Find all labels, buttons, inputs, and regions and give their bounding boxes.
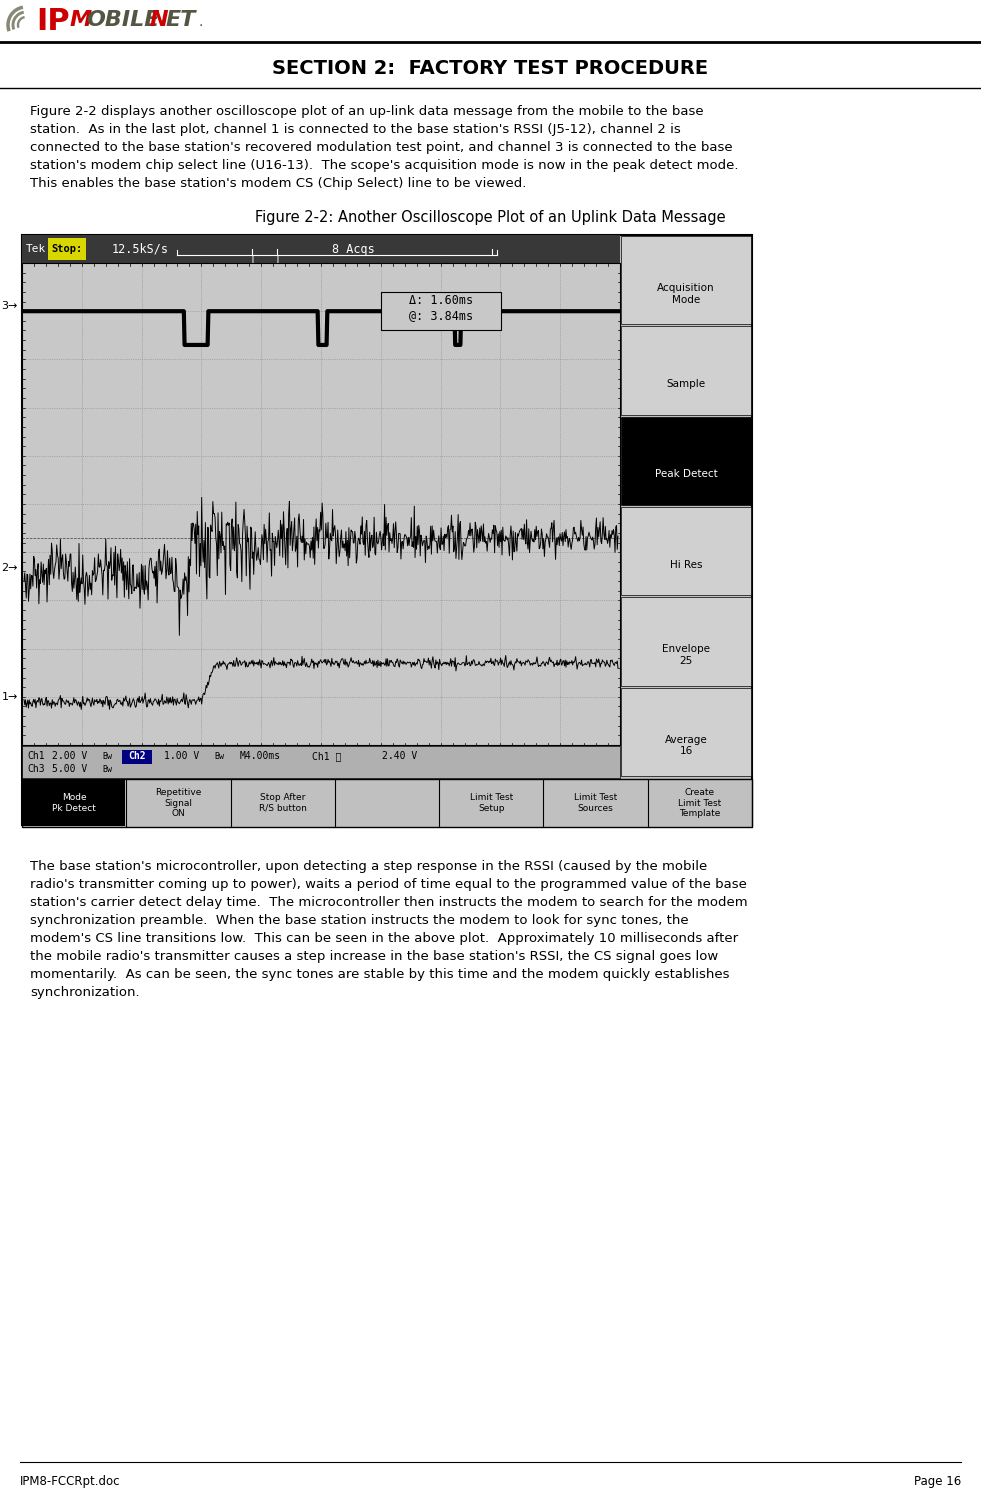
Bar xyxy=(621,597,751,686)
Text: Average
16: Average 16 xyxy=(664,735,707,756)
Bar xyxy=(23,780,126,826)
Text: .: . xyxy=(199,15,203,28)
Text: 1.00 V: 1.00 V xyxy=(164,752,199,760)
Text: T: T xyxy=(274,255,280,266)
Text: 2.00 V: 2.00 V xyxy=(52,752,87,760)
Text: momentarily.  As can be seen, the sync tones are stable by this time and the mod: momentarily. As can be seen, the sync to… xyxy=(30,968,730,981)
Text: 1→: 1→ xyxy=(2,692,18,702)
Text: IPM8-FCCRpt.doc: IPM8-FCCRpt.doc xyxy=(20,1474,121,1488)
Text: Hi Res: Hi Res xyxy=(670,560,702,570)
Bar xyxy=(48,238,86,260)
Text: Repetitive
Signal
ON: Repetitive Signal ON xyxy=(155,788,202,818)
Text: 8 Acqs: 8 Acqs xyxy=(332,243,375,255)
Bar xyxy=(122,750,152,764)
Text: The base station's microcontroller, upon detecting a step response in the RSSI (: The base station's microcontroller, upon… xyxy=(30,859,707,873)
Text: 2.40 V: 2.40 V xyxy=(382,752,417,760)
Text: This enables the base station's modem CS (Chip Select) line to be viewed.: This enables the base station's modem CS… xyxy=(30,177,527,190)
Bar xyxy=(22,236,620,262)
Text: Bw: Bw xyxy=(102,765,112,774)
Text: Limit Test
Setup: Limit Test Setup xyxy=(470,794,513,813)
Bar xyxy=(22,236,752,825)
Text: 2→: 2→ xyxy=(2,562,18,573)
Bar xyxy=(621,417,751,506)
Text: Δ: 1.60ms
@: 3.84ms: Δ: 1.60ms @: 3.84ms xyxy=(409,294,473,322)
Text: 3→: 3→ xyxy=(2,302,18,310)
Text: Limit Test
Sources: Limit Test Sources xyxy=(574,794,617,813)
Text: Envelope
25: Envelope 25 xyxy=(662,645,710,666)
Bar xyxy=(22,778,752,826)
Text: Figure 2-2 displays another oscilloscope plot of an up-link data message from th: Figure 2-2 displays another oscilloscope… xyxy=(30,105,703,118)
Text: SECTION 2:  FACTORY TEST PROCEDURE: SECTION 2: FACTORY TEST PROCEDURE xyxy=(272,58,708,78)
Text: station.  As in the last plot, channel 1 is connected to the base station's RSSI: station. As in the last plot, channel 1 … xyxy=(30,123,681,136)
Bar xyxy=(22,262,620,746)
Text: Page 16: Page 16 xyxy=(913,1474,961,1488)
Bar xyxy=(621,507,751,596)
Text: M: M xyxy=(70,10,92,30)
Text: M4.00ms: M4.00ms xyxy=(240,752,282,760)
Text: Ch3: Ch3 xyxy=(27,764,44,774)
Bar xyxy=(621,236,751,324)
Text: 5.00 V: 5.00 V xyxy=(52,764,87,774)
Text: T: T xyxy=(249,255,255,266)
Bar xyxy=(381,292,500,330)
Text: station's modem chip select line (U16-13).  The scope's acquisition mode is now : station's modem chip select line (U16-13… xyxy=(30,159,739,172)
Text: synchronization.: synchronization. xyxy=(30,986,139,999)
Bar xyxy=(22,746,620,778)
Text: OBILE: OBILE xyxy=(86,10,160,30)
Text: Mode
Pk Detect: Mode Pk Detect xyxy=(52,794,96,813)
Text: synchronization preamble.  When the base station instructs the modem to look for: synchronization preamble. When the base … xyxy=(30,914,689,927)
Text: Stop After
R/S button: Stop After R/S button xyxy=(259,794,307,813)
Text: Sample: Sample xyxy=(666,380,705,388)
Text: radio's transmitter coming up to power), waits a period of time equal to the pro: radio's transmitter coming up to power),… xyxy=(30,878,747,891)
Text: connected to the base station's recovered modulation test point, and channel 3 i: connected to the base station's recovere… xyxy=(30,141,733,154)
Text: the mobile radio's transmitter causes a step increase in the base station's RSSI: the mobile radio's transmitter causes a … xyxy=(30,950,718,963)
Text: Create
Limit Test
Template: Create Limit Test Template xyxy=(678,788,721,818)
Text: station's carrier detect delay time.  The microcontroller then instructs the mod: station's carrier detect delay time. The… xyxy=(30,896,748,909)
Text: 12.5kS/s: 12.5kS/s xyxy=(112,243,169,255)
Text: Peak Detect: Peak Detect xyxy=(654,470,717,480)
Text: Ch2: Ch2 xyxy=(129,752,146,760)
Text: ET: ET xyxy=(166,10,196,30)
Text: Tek: Tek xyxy=(26,244,46,254)
Text: Figure 2-2: Another Oscilloscope Plot of an Uplink Data Message: Figure 2-2: Another Oscilloscope Plot of… xyxy=(255,210,725,225)
Text: Ch1: Ch1 xyxy=(27,752,44,760)
Text: Bw: Bw xyxy=(102,752,112,760)
Text: Ch1 ∯: Ch1 ∯ xyxy=(312,752,341,760)
Text: Bw: Bw xyxy=(214,752,224,760)
Text: IP: IP xyxy=(36,8,70,36)
Bar xyxy=(621,327,751,414)
Text: Stop:: Stop: xyxy=(51,244,82,254)
Text: modem's CS line transitions low.  This can be seen in the above plot.  Approxima: modem's CS line transitions low. This ca… xyxy=(30,932,738,945)
Bar xyxy=(621,687,751,776)
Text: Acquisition
Mode: Acquisition Mode xyxy=(657,284,715,304)
Text: N: N xyxy=(150,10,169,30)
